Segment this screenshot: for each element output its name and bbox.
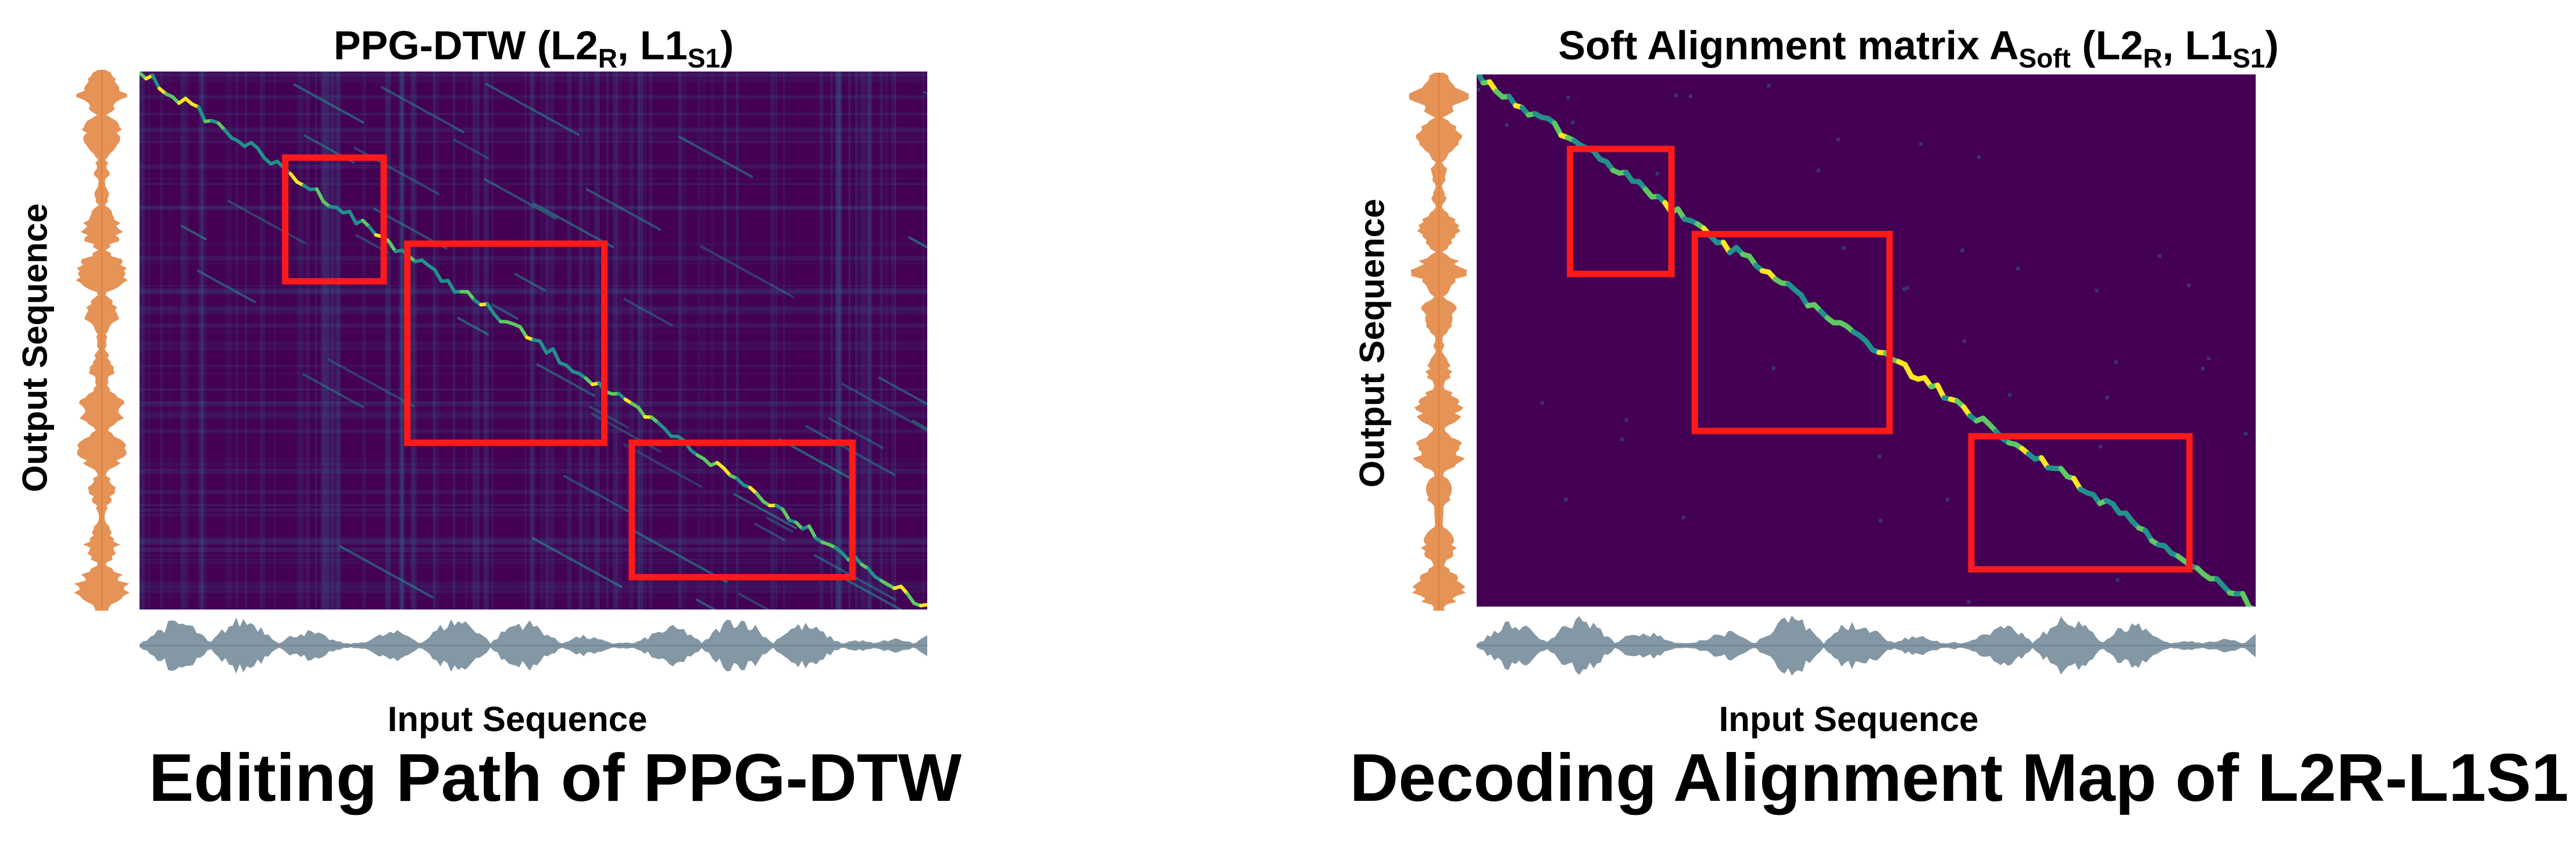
left-caption: Editing Path of PPG-DTW bbox=[148, 740, 962, 815]
right-output-waveform bbox=[1409, 73, 1469, 611]
right-panel-title: Soft Alignment matrix ASoft (L2R, L1S1) bbox=[1558, 23, 2279, 73]
left-output-waveform bbox=[74, 70, 130, 611]
right-caption: Decoding Alignment Map of L2R-L1S1 bbox=[1349, 740, 2569, 815]
left-input-waveform bbox=[140, 617, 927, 674]
right-x-axis-label: Input Sequence bbox=[1718, 700, 1979, 739]
left-x-axis-label: Input Sequence bbox=[387, 700, 648, 739]
right-y-axis-label: Output Sequence bbox=[1352, 198, 1392, 488]
right-input-waveform bbox=[1477, 615, 2256, 676]
right-panel: Soft Alignment matrix ASoft (L2R, L1S1) … bbox=[1337, 0, 2576, 859]
left-y-axis-label: Output Sequence bbox=[15, 203, 55, 493]
left-panel-title: PPG-DTW (L2R, L1S1) bbox=[333, 23, 734, 73]
left-dtw-matrix bbox=[140, 72, 927, 610]
right-soft-alignment-matrix bbox=[1477, 74, 2256, 607]
left-panel: PPG-DTW (L2R, L1S1) Output Sequence Inpu… bbox=[0, 0, 1279, 859]
